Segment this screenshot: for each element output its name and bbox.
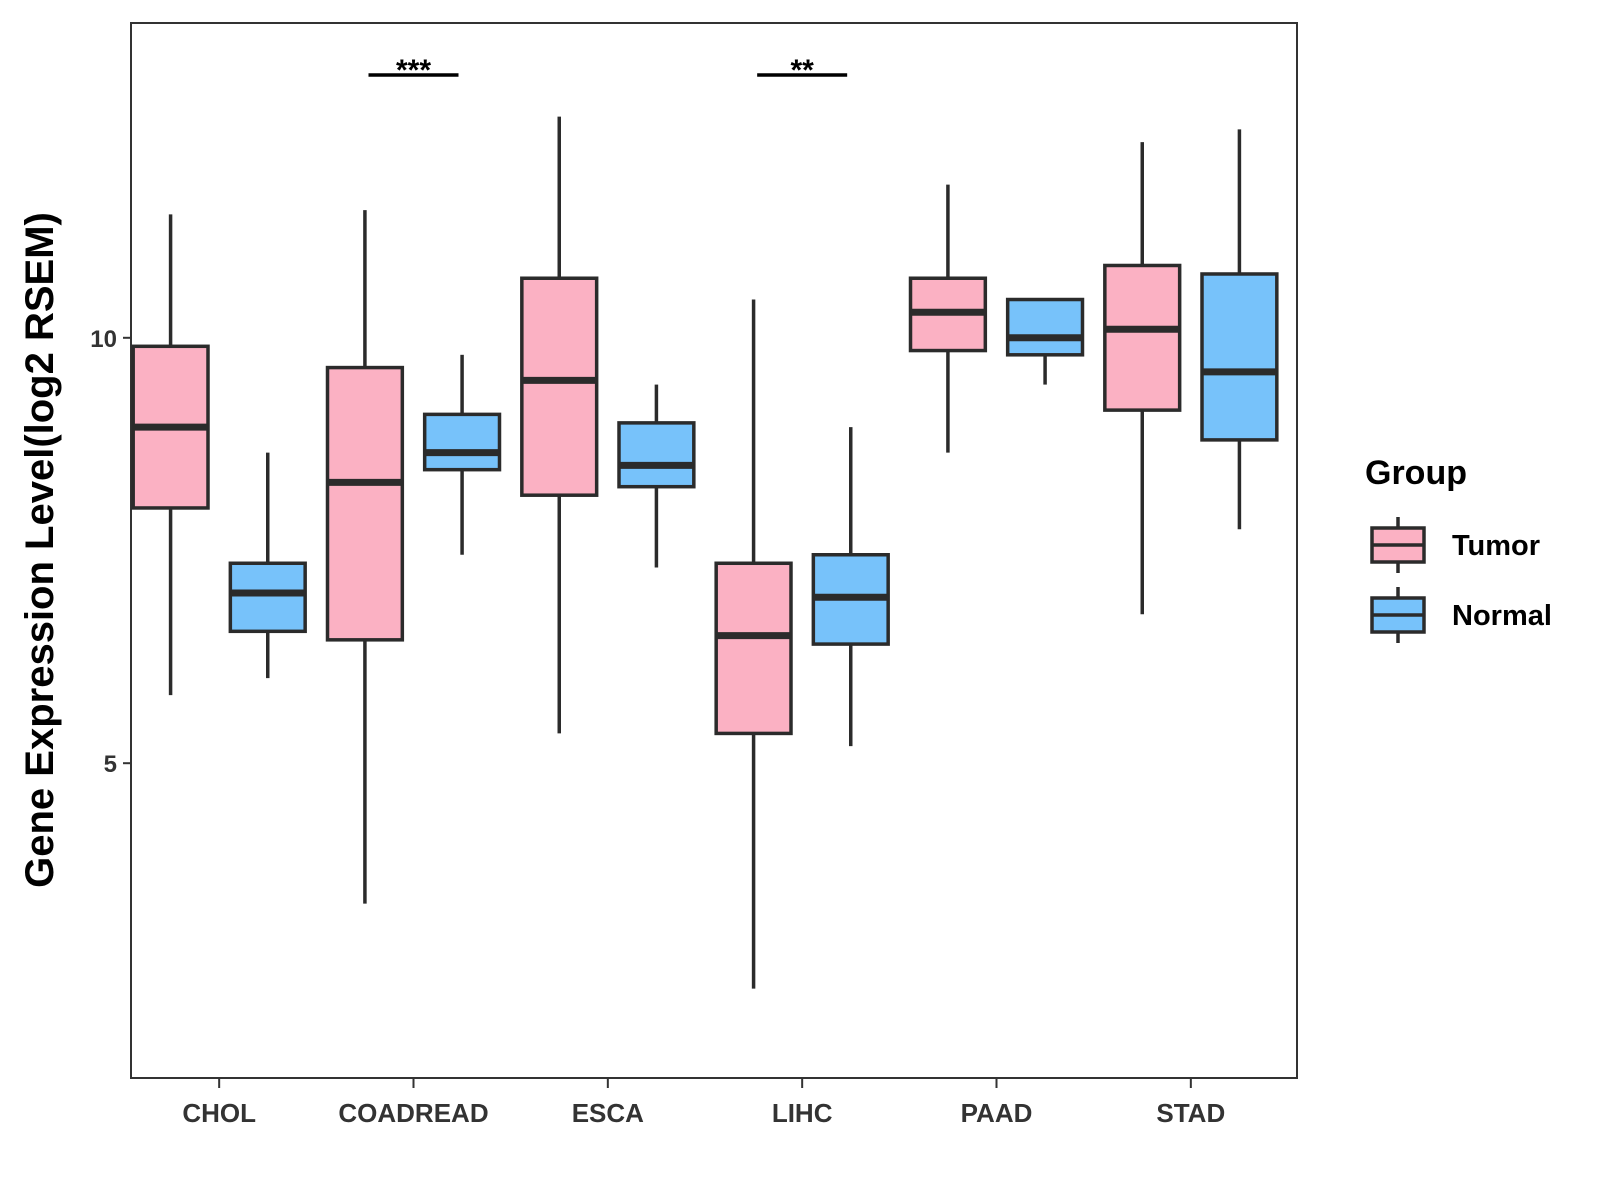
legend-title: Group xyxy=(1365,454,1467,492)
boxes-layer xyxy=(131,116,1279,989)
box-body xyxy=(617,421,696,489)
annotations-layer: *** ** xyxy=(368,54,848,87)
x-tick-label-paad: PAAD xyxy=(961,1098,1033,1128)
significance-label: *** xyxy=(396,54,431,87)
box-normal-stad xyxy=(1200,129,1279,530)
y-axis-label: Gene Expression Level(log2 RSEM) xyxy=(18,212,62,888)
box-body xyxy=(325,365,405,642)
box-normal-paad xyxy=(1005,297,1085,385)
significance-lihc: ** xyxy=(757,54,848,87)
x-tick-label-coadread: COADREAD xyxy=(338,1098,488,1128)
box-body xyxy=(1200,272,1279,442)
box-normal-chol xyxy=(228,452,307,679)
x-tick-label-esca: ESCA xyxy=(572,1098,644,1128)
legend: Group Tumor Normal xyxy=(1365,454,1552,643)
y-tick-label: 10 xyxy=(90,326,117,353)
box-body xyxy=(228,561,307,634)
legend-label: Tumor xyxy=(1452,530,1540,562)
box-body xyxy=(714,561,793,736)
x-axis: CHOL COADREAD ESCA LIHC PAAD STAD xyxy=(182,1078,1225,1128)
x-tick-label-lihc: LIHC xyxy=(772,1098,833,1128)
plot-panel xyxy=(130,22,1298,1079)
significance-coadread: *** xyxy=(368,54,459,87)
box-tumor-stad xyxy=(1103,142,1182,615)
x-tick-label-chol: CHOL xyxy=(182,1098,256,1128)
x-tick-label-stad: STAD xyxy=(1156,1098,1225,1128)
box-body xyxy=(1103,263,1182,412)
box-body xyxy=(520,276,599,497)
significance-label: ** xyxy=(790,54,814,87)
box-tumor-lihc xyxy=(714,299,793,989)
legend-item-tumor: Tumor xyxy=(1370,517,1540,573)
y-tick-label: 5 xyxy=(104,751,117,778)
legend-item-normal: Normal xyxy=(1370,587,1552,643)
box-normal-lihc xyxy=(811,427,890,747)
box-body xyxy=(422,412,502,472)
box-body xyxy=(1005,297,1085,357)
box-normal-coadread xyxy=(422,354,502,555)
box-tumor-coadread xyxy=(325,210,405,904)
legend-label: Normal xyxy=(1452,600,1552,632)
y-axis: 5 10 xyxy=(90,326,131,778)
box-tumor-esca xyxy=(520,116,599,734)
box-tumor-paad xyxy=(908,184,988,453)
box-normal-esca xyxy=(617,384,696,568)
box-tumor-chol xyxy=(131,214,210,696)
